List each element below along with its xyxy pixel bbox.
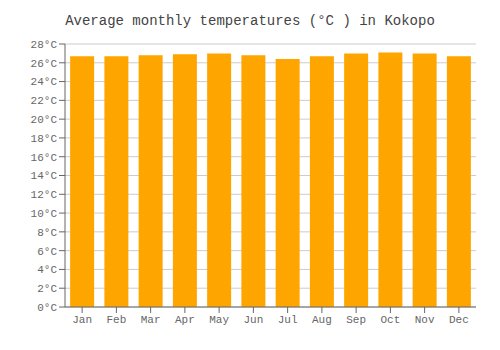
svg-text:Nov: Nov — [415, 314, 435, 326]
svg-text:4°C: 4°C — [37, 264, 57, 276]
svg-text:20°C: 20°C — [31, 114, 58, 126]
html-text:Average monthly temperatures (: Average monthly temperatures (°C ) in Ko… — [65, 13, 435, 29]
svg-text:0°C: 0°C — [37, 302, 57, 314]
svg-text:Jul: Jul — [278, 314, 298, 326]
svg-text:28°C: 28°C — [31, 39, 58, 51]
svg-text:Jan: Jan — [72, 314, 92, 326]
svg-text:6°C: 6°C — [37, 246, 57, 258]
svg-text:10°C: 10°C — [31, 208, 58, 220]
svg-text:8°C: 8°C — [37, 227, 57, 239]
svg-text:24°C: 24°C — [31, 76, 58, 88]
svg-text:Feb: Feb — [106, 314, 126, 326]
svg-text:16°C: 16°C — [31, 152, 58, 164]
svg-text:Sep: Sep — [346, 314, 366, 326]
svg-text:May: May — [209, 314, 229, 326]
svg-text:Dec: Dec — [449, 314, 469, 326]
svg-text:12°C: 12°C — [31, 189, 58, 201]
svg-text:2°C: 2°C — [37, 283, 57, 295]
svg-text:14°C: 14°C — [31, 170, 58, 182]
svg-text:Oct: Oct — [380, 314, 400, 326]
svg-text:Jun: Jun — [243, 314, 263, 326]
svg-text:Apr: Apr — [175, 314, 195, 326]
svg-text:Mar: Mar — [141, 314, 161, 326]
svg-text:Aug: Aug — [312, 314, 332, 326]
svg-text:18°C: 18°C — [31, 133, 58, 145]
svg-text:22°C: 22°C — [31, 95, 58, 107]
svg-text:26°C: 26°C — [31, 58, 58, 70]
